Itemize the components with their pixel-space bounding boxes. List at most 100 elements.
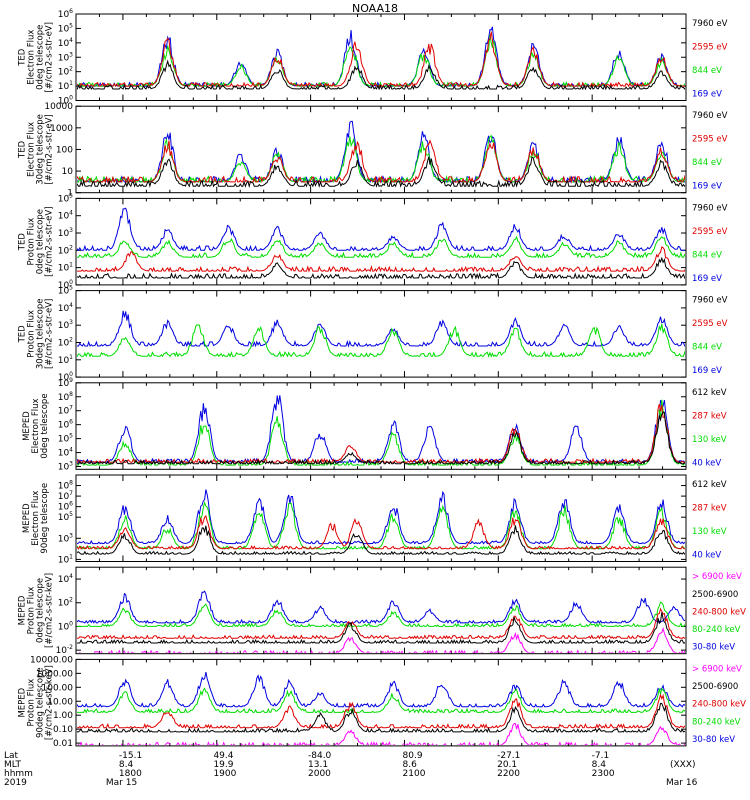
series-black <box>77 525 685 556</box>
panel-5: 103 104 105 106 107 108 109 MEPED Electron Flux 0… <box>22 377 727 473</box>
ephemeris-value: 20.1 <box>497 760 517 770</box>
legend-entry: 2595 eV <box>692 319 728 329</box>
ephemeris-value: 8.4 <box>592 760 607 770</box>
y-axis-label: Proton Flux <box>27 679 37 727</box>
legend-entry: 240-800 keV <box>692 700 746 710</box>
legend-entry: 844 eV <box>692 250 722 260</box>
ephemeris-value: 49.4 <box>213 751 233 761</box>
legend-entry: 169 eV <box>692 182 722 192</box>
y-tick-label: 10000 <box>44 102 73 112</box>
legend-entry: 130 keV <box>692 527 727 537</box>
ephemeris-label: hhmm <box>4 769 33 779</box>
ephemeris-value: 2200 <box>497 769 520 779</box>
y-axis-label: [#/cm2-s-str-keV] <box>45 665 55 740</box>
y-axis-label: MEPED <box>18 595 28 625</box>
y-axis-label: TED <box>18 48 28 67</box>
legend-entry: 7960 eV <box>692 111 728 121</box>
y-tick-label: 105 <box>58 22 73 34</box>
ephemeris-table: Lat -15.1 49.4 -84.0 80.9 -27.1 -7.1 MLT 8.4 19.9… <box>4 751 698 788</box>
ephemeris-value: 8.6 <box>403 760 418 770</box>
series-red <box>77 607 685 640</box>
y-axis-label: Electron Flux <box>27 122 37 177</box>
series-green <box>77 323 685 358</box>
legend-entry: 30-80 keV <box>692 643 735 653</box>
y-axis-label: TED <box>18 325 28 344</box>
series-group <box>77 310 685 358</box>
legend-entry: 2595 eV <box>692 227 728 237</box>
series-group <box>77 26 685 91</box>
ephemeris-value: 80.9 <box>403 751 423 761</box>
panels: 100 101 102 103 104 105 106 TED Electron Flux 0de… <box>18 8 747 749</box>
ephemeris-value: -15.1 <box>119 751 142 761</box>
series-black <box>77 156 685 189</box>
y-tick-label: 100 <box>56 145 73 155</box>
series-green <box>77 601 685 628</box>
legend-entry: 169 eV <box>692 90 722 100</box>
ephemeris-label: 2019 <box>4 778 27 788</box>
y-tick-label: 108 <box>58 391 73 403</box>
ephemeris-value: 13.1 <box>308 760 328 770</box>
y-axis-label: Electron Flux <box>31 398 41 453</box>
series-group <box>77 672 685 745</box>
y-axis-label: 0deg telescope <box>36 209 46 274</box>
y-tick-label: 100.00 <box>42 683 74 693</box>
series-black <box>77 702 685 734</box>
legend-entry: 844 eV <box>692 343 722 353</box>
legend-entry: 2500-6900 <box>692 590 738 600</box>
y-tick-label: 101 <box>58 262 73 274</box>
legend-entry: 844 eV <box>692 158 722 168</box>
legend-entry: 80-240 keV <box>692 625 741 635</box>
series-green <box>77 235 685 259</box>
ephemeris-value: -84.0 <box>308 751 332 761</box>
ephemeris-label: MLT <box>4 760 22 770</box>
y-axis-label: [#/cm2-s-str-keV] <box>45 573 55 648</box>
y-axis-label: Electron Flux <box>31 491 41 546</box>
y-tick-label: 10-2 <box>56 644 74 656</box>
panel-frame <box>75 658 687 747</box>
y-tick-label: 103 <box>58 227 73 239</box>
series-magenta <box>77 723 685 745</box>
series-black <box>77 612 685 645</box>
y-tick-label: 103 <box>58 532 73 544</box>
ephemeris-value: 2000 <box>308 769 331 779</box>
legend-entry: 612 keV <box>692 480 727 490</box>
y-axis-label: MEPED <box>22 503 32 533</box>
y-tick-label: 0.01 <box>53 739 73 749</box>
y-tick-label: 103 <box>58 51 73 63</box>
series-blue <box>77 590 685 624</box>
ephemeris-value: 8.4 <box>119 760 134 770</box>
legend-entry: 40 keV <box>692 551 721 561</box>
ephemeris-end-label: (XXX) <box>670 760 696 770</box>
y-tick-label: 102 <box>58 66 73 78</box>
panel-8: 0.01 0.10 1.00 10.00 100.00 1000.00 10000.00 ME… <box>18 655 747 749</box>
series-green <box>77 399 685 467</box>
y-tick-label: 106 <box>58 8 73 20</box>
series-group <box>77 207 685 280</box>
legend-entry: 7960 eV <box>692 296 728 306</box>
y-tick-label: 104 <box>58 302 73 314</box>
y-tick-label: 105 <box>58 285 73 297</box>
series-blue <box>77 207 685 252</box>
y-tick-label: 102 <box>58 597 73 609</box>
series-blue <box>77 120 685 184</box>
legend-entry: 2500-6900 <box>692 682 738 692</box>
legend-entry: 612 keV <box>692 388 727 398</box>
y-tick-label: 10000.00 <box>30 655 73 665</box>
y-axis-label: TED <box>18 233 28 252</box>
panel-frame <box>75 290 687 378</box>
legend-entry: 287 keV <box>692 411 727 421</box>
y-tick-label: 101 <box>58 354 73 366</box>
y-axis-label: Proton Flux <box>27 310 37 358</box>
series-red <box>77 246 685 273</box>
y-axis-label: 0deg telescope <box>36 578 46 643</box>
y-tick-label: 100 <box>58 620 73 632</box>
legend-entry: > 6900 keV <box>692 664 742 674</box>
y-axis-label: [#/cm2-s-str-eV] <box>45 206 55 276</box>
series-red <box>77 515 685 550</box>
y-tick-label: 103 <box>58 319 73 331</box>
y-tick-label: 109 <box>58 377 73 389</box>
y-tick-label: 105 <box>58 511 73 523</box>
